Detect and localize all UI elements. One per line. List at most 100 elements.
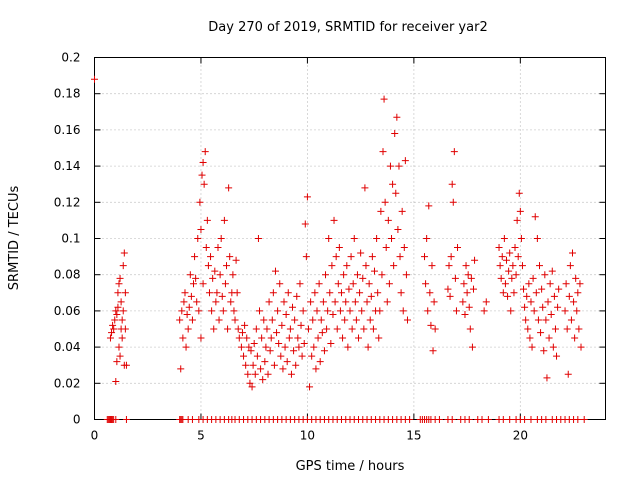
data-point	[256, 307, 264, 315]
data-point	[226, 253, 234, 261]
data-point	[515, 189, 523, 197]
data-point	[563, 325, 571, 333]
data-point	[112, 416, 120, 423]
data-point	[339, 334, 347, 342]
data-point	[381, 198, 389, 206]
x-tick-label: 15	[406, 429, 421, 443]
data-point	[463, 289, 471, 297]
data-point	[525, 280, 533, 288]
y-tick-label: 0.08	[54, 268, 81, 282]
data-point	[331, 298, 339, 306]
data-point	[385, 280, 393, 288]
data-point	[499, 416, 507, 423]
data-point	[542, 316, 550, 324]
data-point	[227, 298, 235, 306]
data-point	[281, 343, 289, 351]
data-point	[361, 184, 369, 192]
data-point	[292, 361, 300, 369]
data-point	[422, 280, 430, 288]
data-point	[575, 325, 583, 333]
data-point	[289, 303, 297, 311]
data-point	[495, 244, 503, 252]
data-point	[314, 334, 322, 342]
data-point	[301, 220, 309, 228]
data-point	[562, 280, 570, 288]
data-point	[565, 292, 573, 300]
data-point	[480, 307, 488, 315]
data-point	[548, 267, 556, 275]
data-point	[249, 361, 257, 369]
data-point	[435, 416, 443, 423]
data-point	[388, 235, 396, 242]
data-point	[376, 307, 384, 315]
data-point	[427, 321, 435, 329]
data-point	[510, 289, 518, 297]
data-point	[182, 343, 190, 351]
data-point	[482, 298, 490, 306]
data-point	[326, 289, 334, 297]
data-point	[325, 235, 333, 242]
data-point	[406, 416, 414, 423]
data-point	[450, 148, 458, 156]
data-point	[350, 235, 358, 242]
data-point	[201, 148, 209, 156]
data-point	[444, 285, 452, 293]
data-point	[118, 334, 126, 342]
data-point	[549, 343, 557, 351]
data-point	[358, 307, 366, 315]
data-point	[324, 307, 332, 315]
data-point	[269, 289, 277, 297]
data-point	[523, 292, 531, 300]
data-point	[216, 271, 224, 279]
data-point	[374, 289, 382, 297]
y-tick-label: 0.12	[54, 195, 81, 209]
data-point	[448, 416, 456, 423]
data-point	[383, 298, 391, 306]
data-point	[244, 370, 252, 378]
data-point	[553, 352, 561, 360]
data-point	[568, 249, 576, 257]
data-point	[285, 334, 293, 342]
data-point	[266, 347, 274, 355]
data-point	[365, 280, 373, 288]
data-point	[203, 216, 211, 224]
data-point	[315, 280, 323, 288]
data-point	[122, 416, 130, 423]
data-point	[274, 307, 282, 315]
data-point	[200, 180, 208, 188]
data-point	[115, 280, 123, 288]
axis-ticks: 0 0.02 0.04 0.06 0.08 0.1 0.12 0.14 0.16 0.18 0.2 0…	[54, 51, 606, 443]
data-point	[367, 292, 375, 300]
data-point	[446, 292, 454, 300]
data-point	[332, 253, 340, 261]
data-point	[535, 262, 543, 270]
data-point	[283, 358, 291, 366]
data-point	[268, 316, 276, 324]
data-point	[192, 274, 200, 282]
data-point	[184, 325, 192, 333]
data-point	[398, 207, 406, 215]
data-point	[257, 365, 265, 373]
data-point	[389, 180, 397, 188]
data-point	[394, 225, 402, 233]
data-point	[364, 343, 372, 351]
data-point	[245, 343, 253, 351]
data-point	[335, 244, 343, 252]
data-point	[108, 329, 116, 337]
data-point	[282, 311, 290, 319]
data-point	[447, 253, 455, 261]
data-point	[186, 271, 194, 279]
data-point	[119, 262, 127, 270]
data-point	[530, 307, 538, 315]
data-point	[188, 416, 196, 423]
data-point	[316, 358, 324, 366]
data-point	[322, 271, 330, 279]
data-point	[190, 280, 198, 288]
data-point	[360, 325, 368, 333]
data-point	[513, 216, 521, 224]
data-point	[113, 358, 121, 366]
data-point	[359, 274, 367, 282]
data-point	[212, 298, 220, 306]
data-point	[233, 289, 241, 297]
